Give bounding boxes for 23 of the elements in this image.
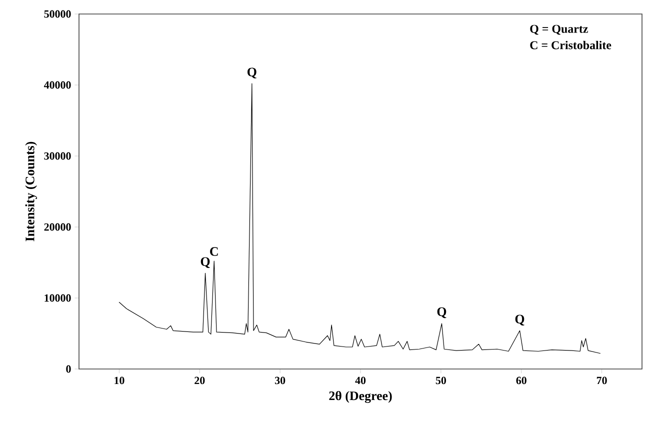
y-tick-label: 40000 [44,81,71,89]
annotation: Q [200,257,210,268]
x-tick-label: 40 [355,376,366,384]
x-axis-title: 2θ (Degree) [329,391,392,403]
line-series [118,83,600,354]
y-tick-label: 20000 [44,223,71,231]
x-tick-label: 60 [516,376,526,384]
x-tick-label: 20 [194,376,205,384]
x-tick-label: 30 [275,376,286,384]
annotation: Q = Quartz [530,24,588,35]
annotation: Q [515,314,524,326]
y-tick-label: 0 [66,365,71,373]
x-tick-label: 10 [114,376,124,384]
annotation: C = Cristobalite [530,40,612,50]
x-tick-label: 50 [436,376,446,384]
annotation: Q [437,307,446,318]
annotation: C [210,247,218,256]
y-tick-label: 30000 [44,152,71,160]
x-tick-label: 70 [596,376,607,384]
y-tick-label: 10000 [44,294,71,302]
y-axis-title: Intensity (Counts) [25,142,37,242]
y-tick-label: 50000 [44,10,71,18]
annotation: Q [248,68,256,78]
